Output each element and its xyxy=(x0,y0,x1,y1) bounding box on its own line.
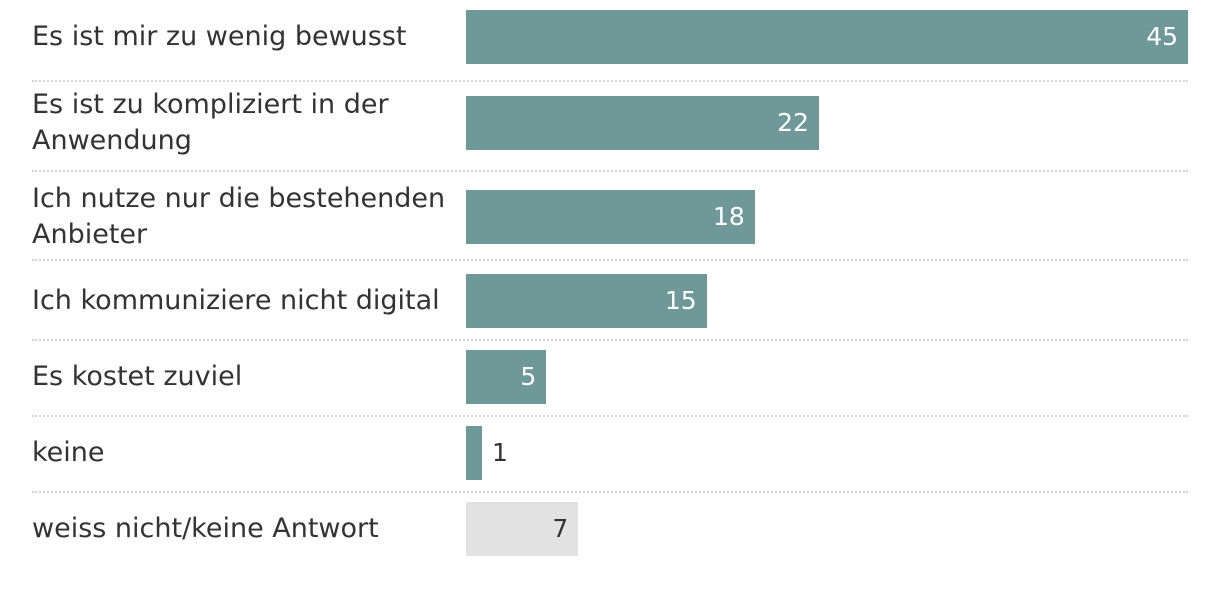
bar xyxy=(466,96,819,150)
category-label: Es ist mir zu wenig bewusst xyxy=(32,21,407,52)
category-label: Es ist zu kompliziert in der Anwendung xyxy=(32,89,389,156)
bar xyxy=(466,10,1188,64)
category-label: Es kostet zuviel xyxy=(32,361,243,392)
category-label: weiss nicht/keine Antwort xyxy=(32,513,379,544)
category-label: Ich kommuniziere nicht digital xyxy=(32,285,440,316)
row-divider xyxy=(32,170,1188,172)
bar xyxy=(466,350,547,404)
data-label: 22 xyxy=(777,108,809,137)
data-label: 7 xyxy=(552,514,569,543)
data-label: 45 xyxy=(1146,22,1178,51)
row-divider xyxy=(32,415,1188,417)
category-label: keine xyxy=(32,437,105,468)
data-label: 15 xyxy=(664,286,697,315)
data-label: 1 xyxy=(492,438,508,467)
row-divider xyxy=(32,491,1188,493)
row-divider xyxy=(32,259,1188,261)
bar xyxy=(466,502,579,556)
bar xyxy=(466,274,707,328)
bar xyxy=(466,426,483,480)
row-divider xyxy=(32,80,1188,82)
category-label: Ich nutze nur die bestehenden Anbieter xyxy=(32,183,446,250)
data-label: 5 xyxy=(520,362,537,391)
bar xyxy=(466,190,755,244)
row-divider xyxy=(32,339,1188,341)
data-label: 18 xyxy=(712,202,745,231)
